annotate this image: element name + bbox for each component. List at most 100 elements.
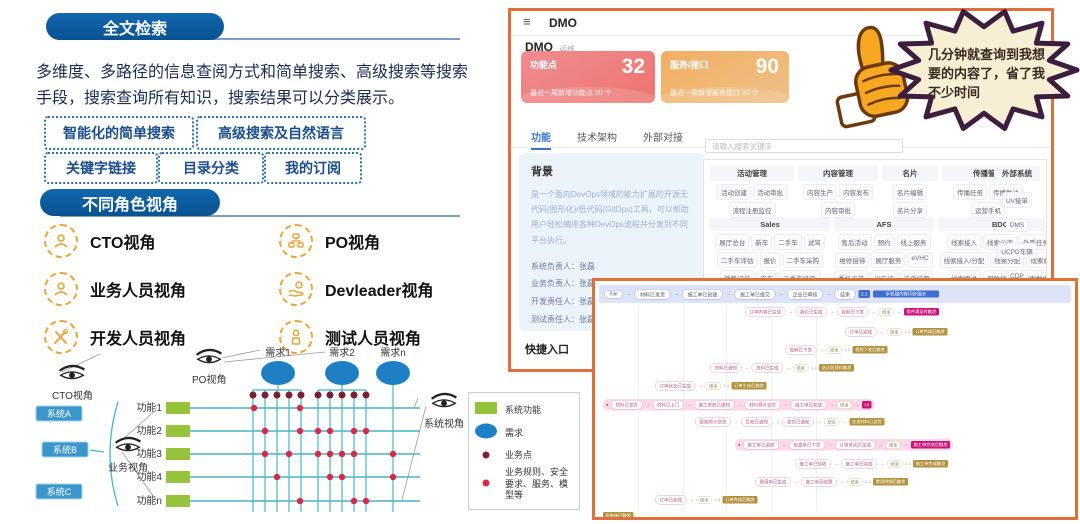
flow-node-pill[interactable]: 视频已下发 — [785, 345, 817, 355]
flow-node-end[interactable]: 结束 — [885, 440, 901, 449]
search-input[interactable] — [705, 139, 903, 153]
flow-node-gold[interactable]: 检查单已触发 — [603, 512, 634, 517]
flow-node-gold[interactable]: 送达前资料触发 — [819, 364, 854, 372]
grid-tag[interactable]: 内容发布 — [839, 184, 873, 200]
flow-node-pill[interactable]: 施工单已完成 — [841, 459, 878, 469]
flow-node-pill[interactable]: 资料已通知 — [710, 363, 742, 373]
flow-node-pill[interactable]: 距离预计到货 — [695, 417, 732, 427]
flow-node-pill[interactable]: 施工单已结算 — [801, 477, 838, 487]
menu-icon[interactable]: ≡ — [523, 14, 531, 29]
grid-tag[interactable]: 内容审批 — [821, 202, 855, 218]
grid-tag[interactable]: 试驾 — [803, 234, 825, 250]
flow-node-gold[interactable]: 订单完成后触发 — [912, 328, 948, 336]
grid-tag[interactable]: 活动审批 — [753, 184, 787, 200]
grid-tag[interactable]: eVHC — [907, 252, 933, 268]
flow-node-pill[interactable]: 材料已发货 — [610, 400, 643, 410]
tab-architecture[interactable]: 技术架构 — [577, 133, 617, 144]
tag-category[interactable]: 目录分类 — [158, 152, 264, 184]
flow-node-pill[interactable]: 施工进度已通知 — [693, 400, 735, 410]
flow-node-pill[interactable]: 施工单已验收 — [795, 459, 832, 469]
flow-node-pill[interactable]: 订单已完成 — [655, 495, 687, 505]
arrow-icon: → — [828, 402, 834, 408]
flow-node-end[interactable]: 结束 — [826, 345, 843, 354]
flow-node-end[interactable]: 结束 — [836, 400, 852, 409]
flow-node-pill[interactable]: 订单关闭已生成 — [834, 440, 876, 450]
flow-top-node[interactable]: 企业已审核 — [787, 288, 824, 300]
flow-node-end[interactable]: 结束 — [886, 327, 903, 336]
flow-node-pill[interactable]: 告知已通知 — [741, 417, 773, 427]
flow-node-pill[interactable]: 订单状态已生成 — [655, 381, 696, 391]
grid-tag[interactable]: 线索接入 — [947, 234, 981, 250]
flow-node-end[interactable]: 结束 — [705, 381, 722, 390]
flow-node-pill[interactable]: 资料已生成 — [751, 363, 784, 373]
tag-advanced-search[interactable]: 高级搜索及自然语言 — [196, 116, 366, 150]
grid-tag[interactable]: 内容生产 — [803, 184, 837, 200]
grid-tag[interactable]: 运营手机 — [971, 202, 1005, 218]
flow-node-pill[interactable]: 费用单已生成 — [755, 477, 792, 487]
arrow-icon: → — [736, 402, 742, 408]
flow-node-pill[interactable]: 发货已通知 — [782, 417, 815, 427]
grid-tag[interactable]: 流程注册监控 — [728, 202, 776, 218]
view-po: PO视角 — [192, 348, 226, 386]
flow-node-gold[interactable]: 视频下发后触发 — [852, 346, 888, 354]
card-services[interactable]: 服务/接口 90 最近一周新增服务接口 20 个 — [661, 51, 789, 103]
grid-tag[interactable]: 线索接入/分配 — [939, 252, 989, 268]
grid-tag[interactable]: DMS — [1005, 219, 1029, 232]
flow-blue-node[interactable]: 手机端内容同步展示 — [872, 290, 939, 298]
grid-tag[interactable]: 活动创建 — [717, 184, 751, 200]
flow-top-node[interactable]: File — [604, 289, 624, 299]
flow-node-gold[interactable]: 订单完成后触发 — [722, 496, 758, 504]
tab-external[interactable]: 外部对接 — [643, 133, 683, 144]
grid-tag[interactable]: 二手车评估 — [717, 252, 758, 268]
flow-node-pill[interactable]: 核查单已下发 — [788, 440, 825, 450]
grid-tag[interactable]: 名片编辑 — [893, 184, 927, 200]
card-title: 服务/接口 — [670, 60, 709, 70]
grid-tag[interactable]: 展厅服务 — [871, 252, 906, 268]
tag-smart-search[interactable]: 智能化的简单搜索 — [44, 116, 194, 150]
tag-keyword-link[interactable]: 关键字链接 — [44, 152, 158, 184]
flow-node-end[interactable]: 结束 — [793, 363, 809, 372]
grid-tag[interactable]: 维修接待 — [835, 252, 870, 268]
flow-node-pill[interactable]: 材料预计到货 — [744, 400, 781, 410]
tag-subscription[interactable]: 我的订阅 — [264, 152, 362, 184]
grid-tag[interactable]: 报价 — [759, 252, 781, 268]
grid-tag[interactable]: 二手车 — [774, 234, 802, 250]
flow-node-mag[interactable]: 条件满足时触发 — [904, 308, 939, 316]
flow-node-end[interactable]: 结束 — [887, 459, 903, 468]
flow-node-pill[interactable]: 报价已生成 — [795, 307, 828, 317]
flow-top-node[interactable]: 施工单已提交 — [734, 288, 776, 300]
flow-node-pill[interactable]: 施工单已调度 — [742, 440, 779, 450]
flow-top-node[interactable]: 材料已发货 — [634, 288, 671, 300]
flow-node-pill[interactable]: 材料已上门 — [652, 400, 684, 410]
grid-tag[interactable]: 二手车采购 — [782, 252, 823, 268]
arrow-icon: → — [816, 419, 822, 425]
card-function-points[interactable]: 功能点 32 最近一周新增功能点 20 个 — [521, 51, 655, 103]
grid-tag[interactable]: 售后活动 — [837, 234, 872, 250]
flow-node-end[interactable]: 结束 — [696, 495, 713, 504]
flow-node-end[interactable]: 结束 — [878, 307, 895, 316]
grid-tag[interactable]: 新车 — [751, 234, 773, 250]
flow-node-pill[interactable]: 视频已下发 — [837, 307, 869, 317]
flow-node-gold[interactable]: 在途材料已送货 — [849, 418, 885, 426]
grid-tag[interactable]: UV接单 — [1001, 192, 1033, 208]
grid-tag[interactable]: 传播任务 — [953, 184, 987, 200]
grid-tag[interactable]: 展厅总台 — [715, 234, 750, 250]
flow-node-pill[interactable]: 订单内容已生成 — [745, 307, 786, 317]
flow-top-node[interactable]: 施工单已创建 — [682, 288, 724, 300]
grid-tag[interactable]: 名片分享 — [893, 202, 927, 218]
flow-node-gold[interactable]: 订单生成后触发 — [731, 382, 767, 390]
flow-node-pill[interactable]: 施工单已完成 — [790, 400, 827, 410]
flow-node-end[interactable]: 结束 — [824, 417, 840, 426]
flow-top-node[interactable]: 结束 — [834, 288, 856, 300]
flow-node-mag[interactable]: 施工单完成后触发 — [910, 441, 950, 449]
flow-row-7: ● 施工单已调度 → 核查单已下发 → 订单关闭已生成 → 结束 → 施工单完成后触发 — [735, 439, 953, 451]
tab-function[interactable]: 功能 — [531, 129, 551, 150]
grid-tag[interactable]: UCPD车辆 — [997, 243, 1037, 259]
flow-node-mag[interactable]: L4 — [861, 401, 872, 409]
flow-node-end[interactable]: 结束 — [847, 477, 863, 486]
flow-node-gold[interactable]: 费用明细后触发 — [873, 478, 908, 486]
flow-node-gold[interactable]: 施工单完成触发 — [913, 460, 948, 468]
flow-node-pill[interactable]: 订单已完成 — [845, 327, 877, 337]
grid-tag[interactable]: 预约 — [873, 234, 895, 250]
grid-tag[interactable]: 线上服务 — [896, 234, 931, 250]
